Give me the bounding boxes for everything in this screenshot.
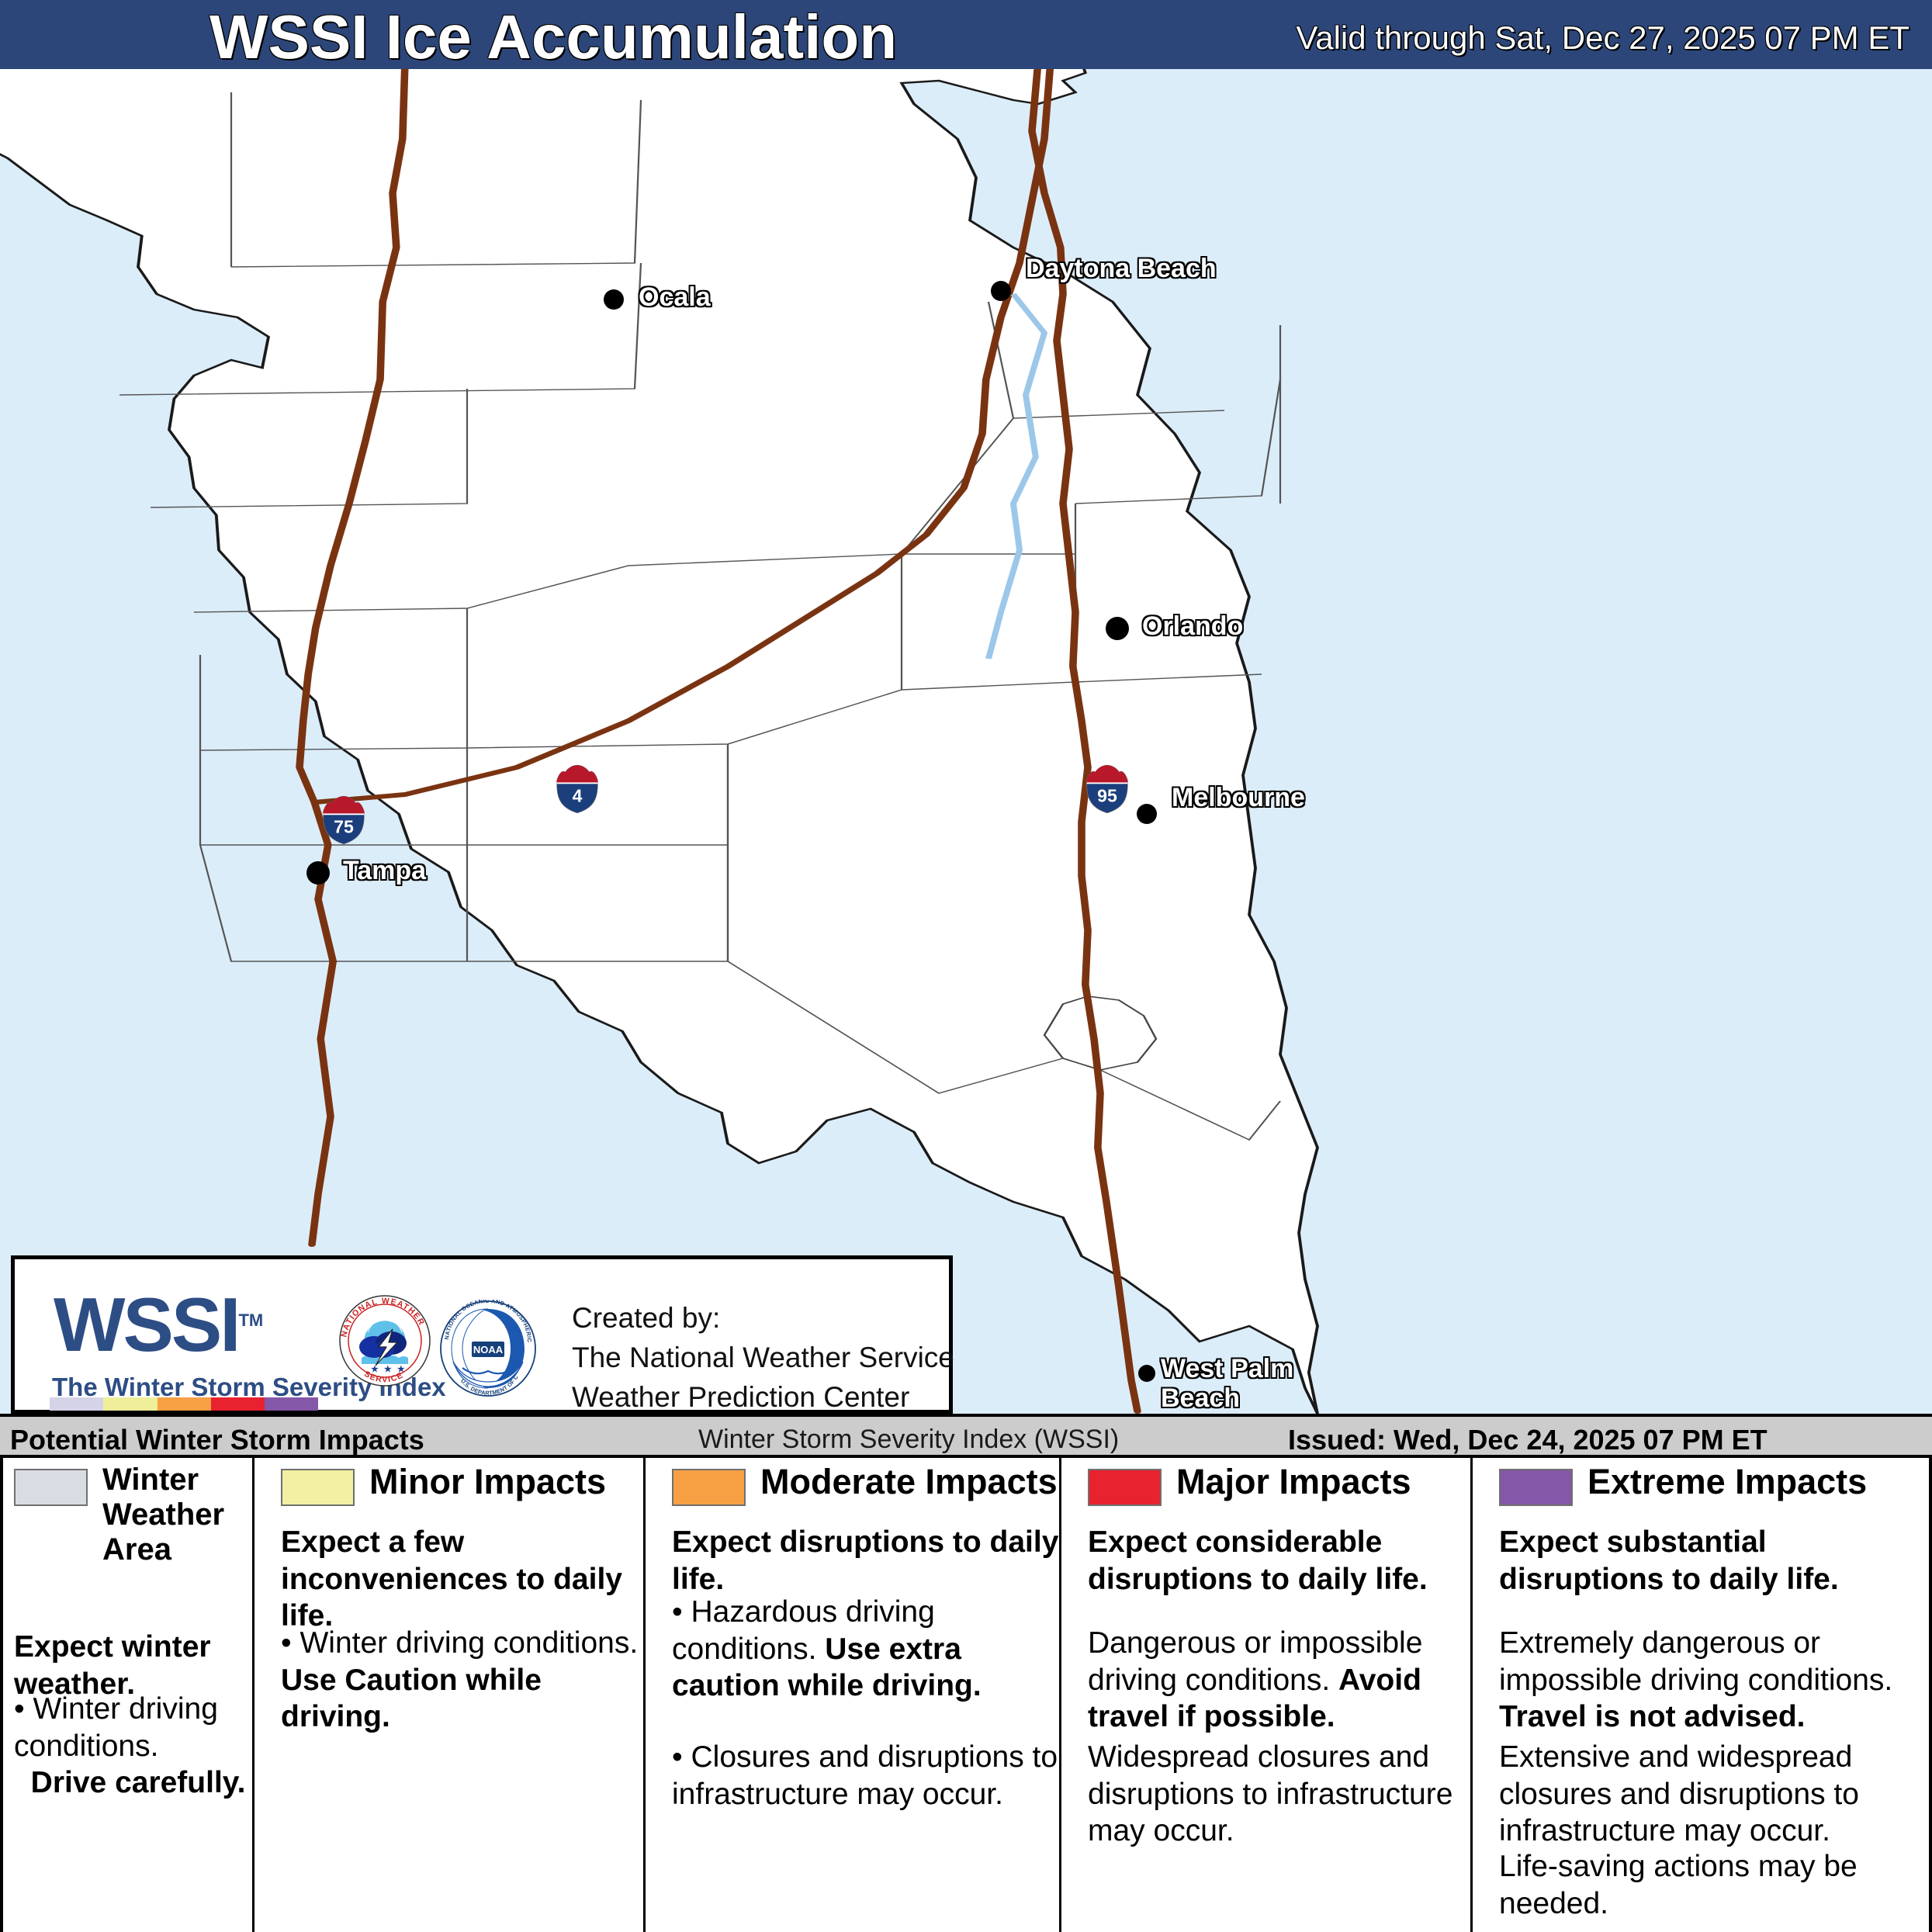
svg-text:NOAA: NOAA	[473, 1344, 504, 1356]
svg-text:4: 4	[573, 786, 583, 806]
svg-text:★ ★ ★: ★ ★ ★	[371, 1365, 407, 1374]
svg-text:95: 95	[1097, 786, 1117, 806]
svg-text:75: 75	[334, 817, 354, 837]
